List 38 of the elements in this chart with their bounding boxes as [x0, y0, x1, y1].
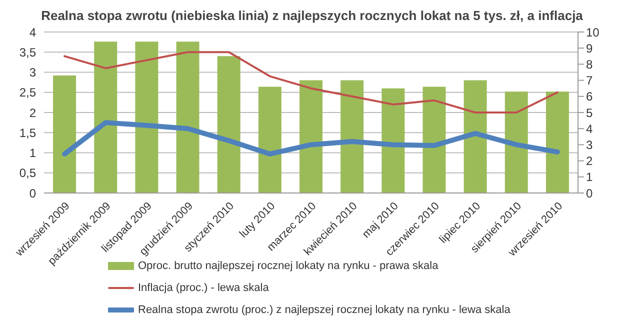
- bar: [217, 56, 240, 193]
- legend-label: Oproc. brutto najlepszej rocznej lokaty na rynku - prawa skala: [138, 260, 438, 272]
- y2-tick-label: 6: [586, 90, 593, 104]
- bar: [258, 86, 282, 193]
- y2-tick-label: 9: [586, 41, 593, 56]
- legend-label: Inflacja (proc.) - lewa skala: [138, 282, 269, 294]
- y-tick-label: 1: [29, 146, 36, 160]
- y-tick-label: 2: [29, 106, 36, 120]
- bar: [382, 88, 405, 193]
- y-tick-label: 2,5: [19, 86, 36, 100]
- y-tick-label: 4: [29, 25, 36, 40]
- y2-tick-label: 10: [586, 25, 600, 40]
- chart-title: Realna stopa zwrotu (niebieska linia) z najlepszych rocznych lokat na 5 tys. zł, a inflacja: [40, 8, 584, 25]
- bar: [176, 42, 200, 193]
- bar: [135, 42, 158, 193]
- bar: [340, 80, 364, 193]
- bar: [504, 92, 528, 193]
- y2-tick-label: 5: [586, 106, 593, 120]
- y2-tick-label: 0: [586, 186, 593, 200]
- y-tick-label: 0,5: [19, 166, 36, 180]
- y2-tick-label: 1: [586, 170, 593, 184]
- y-tick-label: 0: [29, 186, 36, 200]
- line-series: [64, 51, 558, 114]
- y2-tick-label: 4: [586, 122, 593, 136]
- y-tick-label: 3: [29, 66, 36, 80]
- y2-tick-label: 7: [586, 74, 593, 88]
- bar: [422, 86, 446, 193]
- y-tick-label: 3,5: [19, 45, 36, 60]
- bar: [300, 80, 322, 193]
- y2-tick-label: 2: [586, 154, 593, 168]
- bar: [94, 42, 118, 193]
- bar: [53, 75, 76, 193]
- legend-label: Realna stopa zwrotu (proc.) z najlepszej rocznej lokaty na rynku - lewa skala: [138, 304, 510, 316]
- bar: [464, 80, 487, 193]
- y2-tick-label: 8: [586, 57, 593, 72]
- y-tick-label: 1,5: [19, 126, 36, 140]
- y2-tick-label: 3: [586, 138, 593, 152]
- bar: [546, 92, 569, 193]
